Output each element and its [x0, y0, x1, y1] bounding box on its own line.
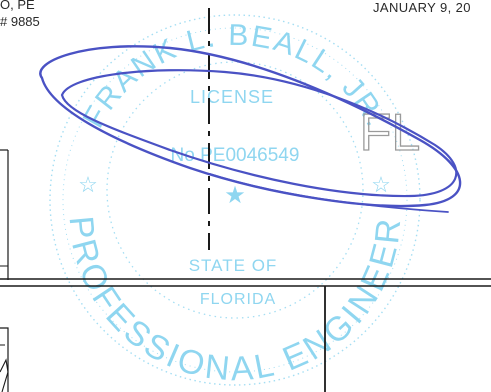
seal-left-star-icon: ☆: [78, 172, 98, 197]
signature-tail: [209, 173, 449, 213]
drawing-linework: [0, 8, 491, 392]
seal-license-number: No PE0046549: [171, 145, 300, 166]
seal-inner-ring: [106, 61, 364, 319]
signature-outer-loop: [39, 45, 462, 208]
signature: [39, 45, 462, 213]
engineer-credit-block: O, PE # 9885: [0, 0, 40, 30]
seal-license-label: LICENSE: [190, 87, 274, 107]
seal-outer-ring-inner: [62, 27, 408, 373]
seal-outer-ring: [49, 14, 421, 386]
left-frame-lower: [0, 327, 9, 392]
license-number-fragment: # 9885: [0, 14, 40, 29]
left-detail-mark: [0, 358, 9, 392]
seal-name-arc: FRANK L. BEALL, JR.: [77, 19, 393, 134]
seal-state-label: STATE OF: [189, 256, 278, 275]
engineer-seal: FRANK L. BEALL, JR. PROFESSIONAL ENGINEE…: [49, 14, 421, 388]
signature-inner-loop: [60, 69, 458, 198]
seal-right-star-icon: ☆: [371, 172, 391, 197]
engineer-name-fragment: O, PE: [0, 0, 35, 12]
seal-state-name: FLORIDA: [200, 291, 276, 308]
seal-center-star-icon: ★: [224, 182, 246, 209]
date-fragment: JANUARY 9, 20: [373, 0, 471, 15]
